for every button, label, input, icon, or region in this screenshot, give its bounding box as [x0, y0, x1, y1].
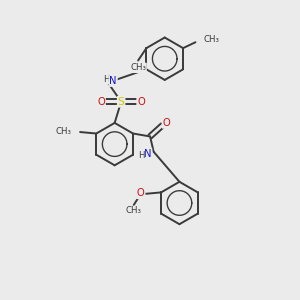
Text: S: S: [118, 97, 124, 107]
Text: N: N: [144, 148, 152, 158]
Text: H: H: [138, 151, 145, 160]
Text: CH₃: CH₃: [56, 127, 72, 136]
Text: O: O: [137, 188, 145, 198]
Text: O: O: [97, 97, 105, 107]
Text: CH₃: CH₃: [125, 206, 141, 215]
Text: H: H: [103, 74, 110, 83]
Text: CH₃: CH₃: [130, 63, 146, 72]
Text: O: O: [137, 97, 145, 107]
Text: N: N: [110, 76, 117, 86]
Text: CH₃: CH₃: [204, 35, 220, 44]
Text: O: O: [163, 118, 170, 128]
